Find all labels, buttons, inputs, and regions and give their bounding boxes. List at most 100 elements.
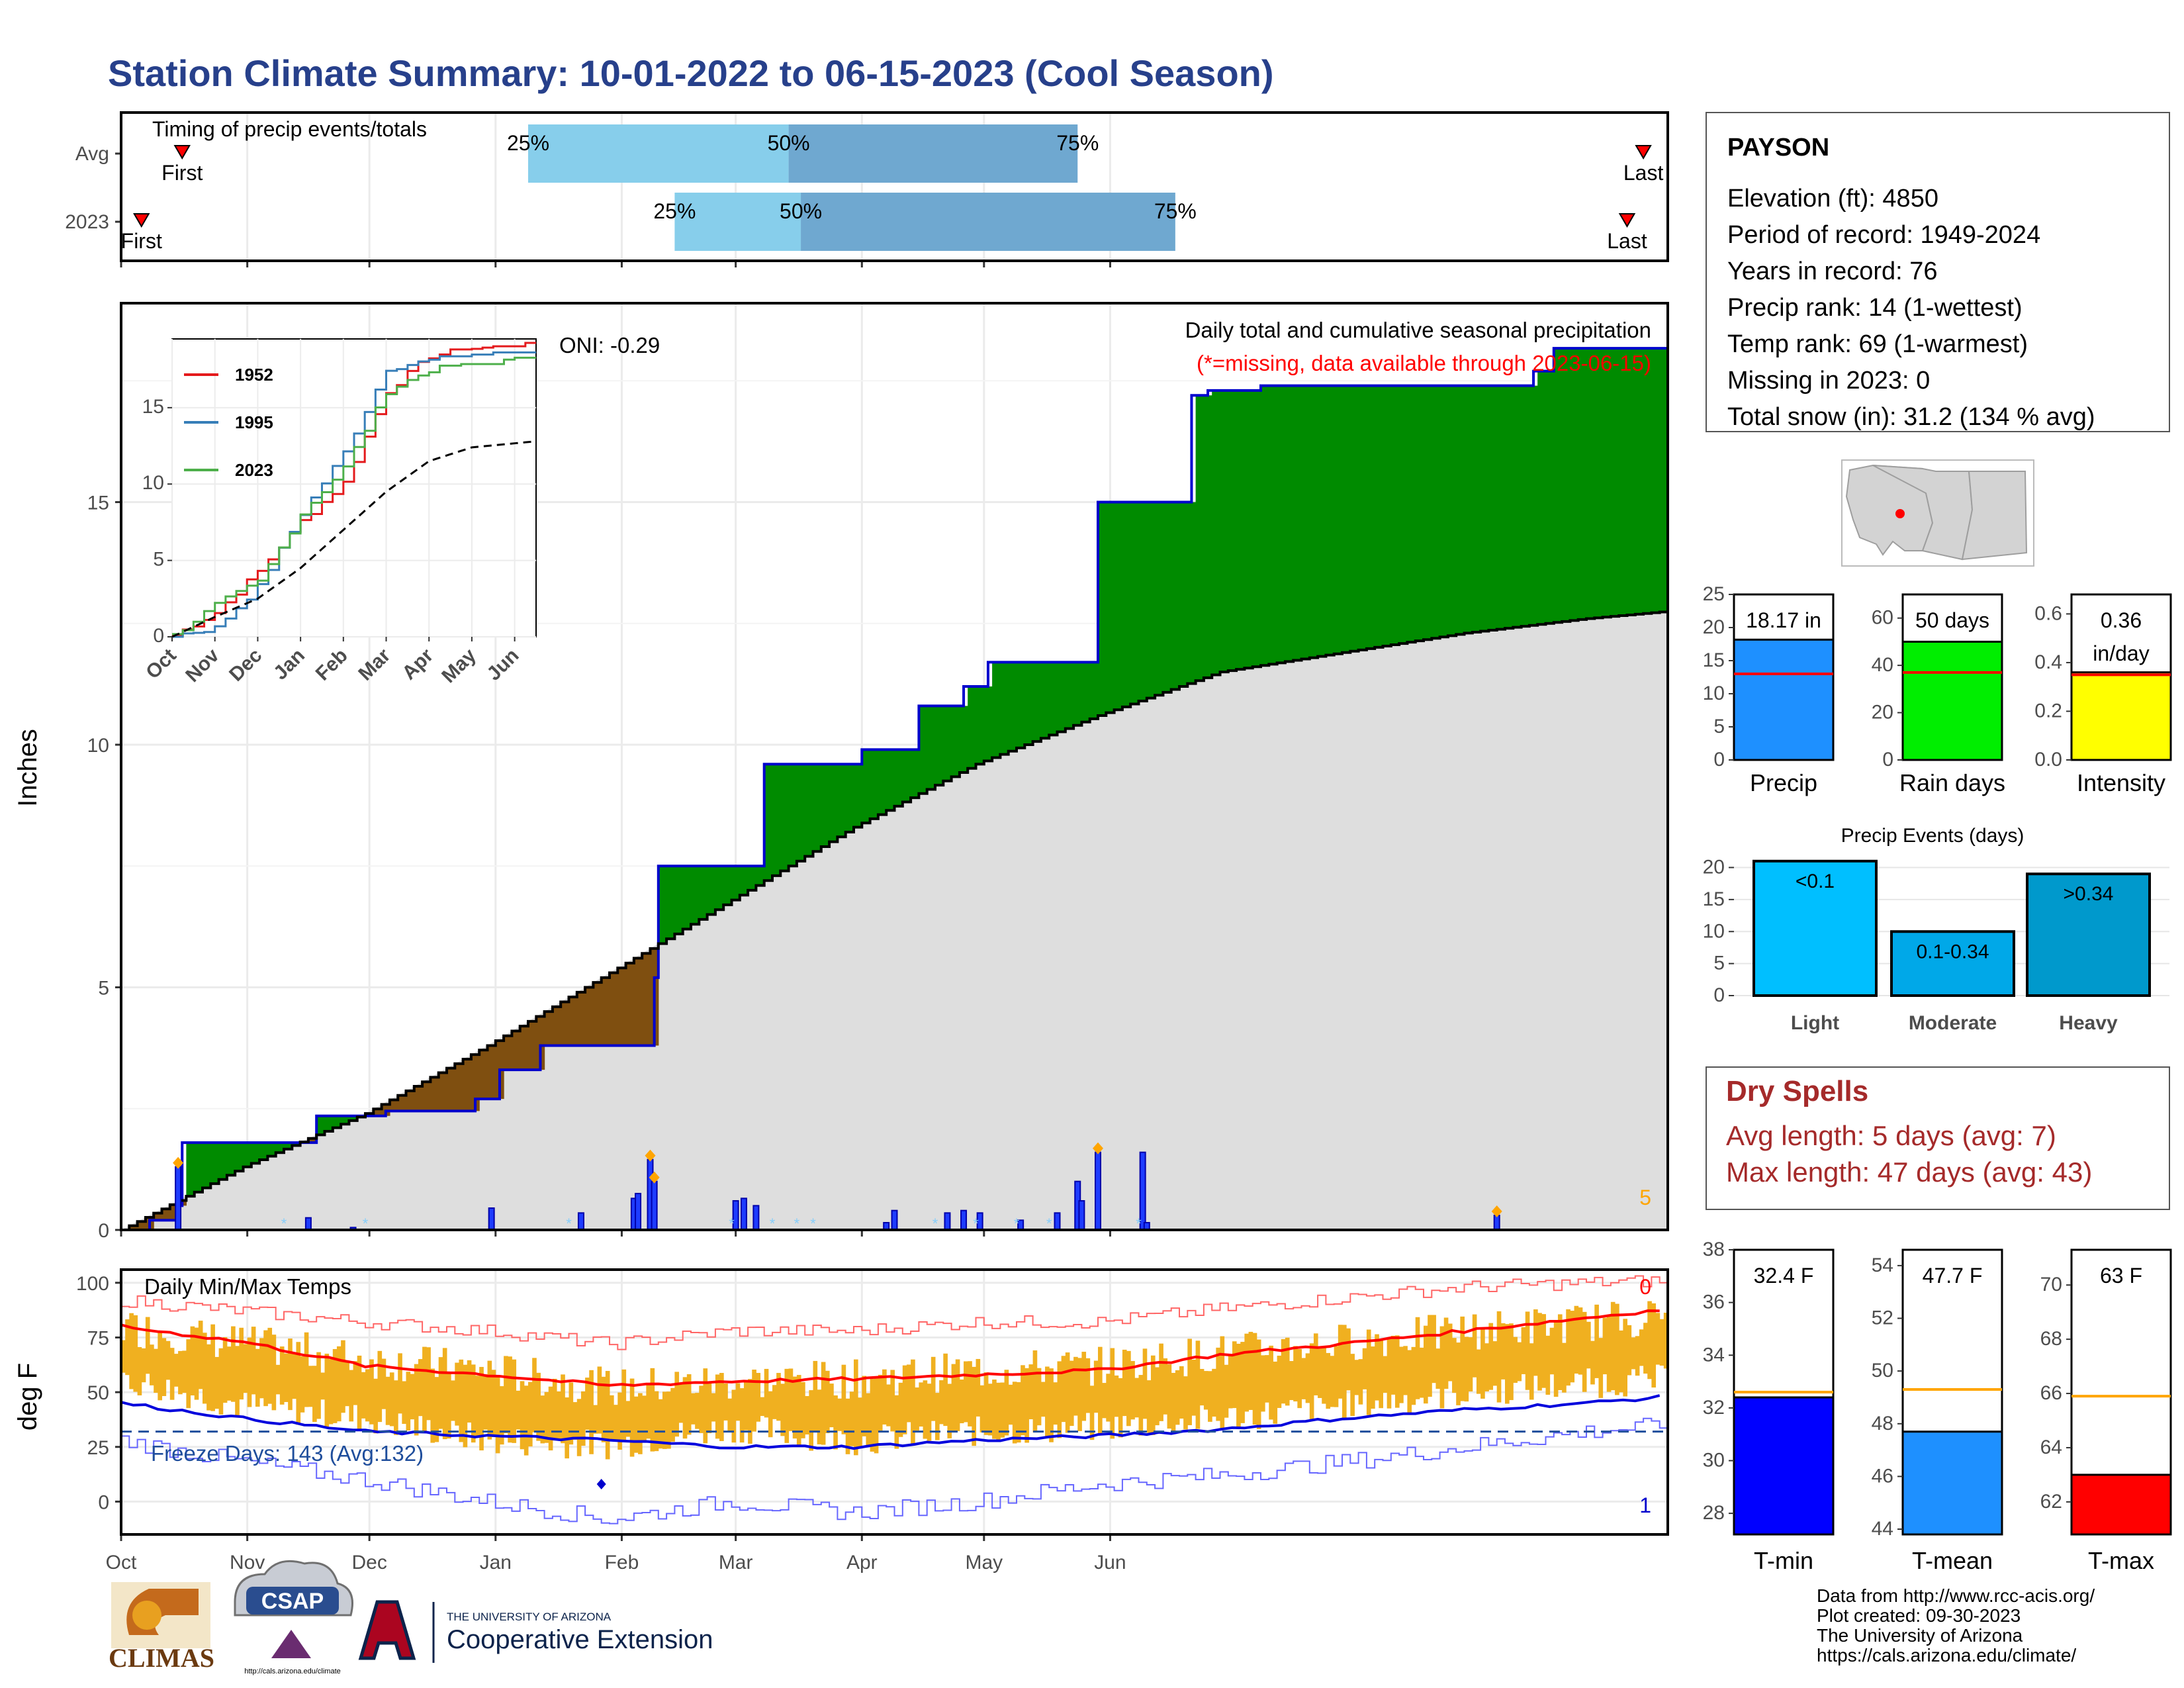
- daily-temp-bar: [772, 1385, 777, 1419]
- temp-y-tick-label: 100: [76, 1273, 109, 1295]
- daily-temp-bar: [580, 1391, 586, 1446]
- daily-temp-bar: [520, 1381, 525, 1450]
- station-info-line: Elevation (ft): 4850: [1727, 185, 1938, 212]
- daily-temp-bar: [585, 1378, 590, 1430]
- daily-temp-bar: [467, 1360, 472, 1423]
- station-info-box: PAYSON Elevation (ft): 4850 Period of rec…: [1706, 112, 2170, 432]
- last-event-label: Last: [1607, 229, 1647, 253]
- daily-temp-bar: [504, 1356, 508, 1433]
- daily-temp-bar: [190, 1326, 195, 1396]
- daily-temp-bar: [784, 1368, 790, 1443]
- daily-temp-bar: [707, 1382, 712, 1434]
- daily-temp-bar: [1387, 1338, 1392, 1409]
- snow-marker: [649, 1171, 660, 1184]
- csap-badge: [246, 1587, 339, 1615]
- daily-temp-bar: [210, 1324, 215, 1411]
- inset-legend-label: 1952: [235, 365, 273, 385]
- daily-temp-bar: [752, 1370, 756, 1432]
- daily-temp-bar: [1513, 1336, 1518, 1383]
- daily-temp-bar: [1122, 1349, 1127, 1417]
- temp-summary-tick-label: 46: [1872, 1465, 1893, 1487]
- daily-temp-bar: [357, 1355, 362, 1430]
- daily-temp-bar: [1415, 1317, 1420, 1399]
- daily-temp-bar: [1663, 1313, 1668, 1369]
- precip-heading: Daily total and cumulative seasonal prec…: [1185, 318, 1651, 342]
- missing-note: (*=missing, data available through 2023-…: [1197, 351, 1651, 375]
- daily-temp-bar: [129, 1313, 134, 1389]
- daily-temp-bar: [711, 1393, 716, 1422]
- daily-temp-bar: [1285, 1337, 1290, 1406]
- daily-temp-bar: [1435, 1348, 1441, 1389]
- temp-summary-label: T-min: [1754, 1547, 1813, 1574]
- temp-summary-value: 63 F: [2100, 1264, 2142, 1288]
- daily-temp-bar: [320, 1372, 325, 1400]
- daily-temp-bar: [821, 1362, 826, 1445]
- daily-temp-bar: [1358, 1359, 1363, 1405]
- events-bar-inner-label: <0.1: [1796, 870, 1835, 892]
- daily-temp-bar: [336, 1346, 341, 1422]
- month-axis-label: Mar: [719, 1552, 753, 1573]
- above-avg-area: [121, 348, 1668, 1231]
- events-y-tick-label: 10: [1703, 920, 1725, 942]
- daily-temp-bar: [727, 1398, 732, 1431]
- daily-temp-bar: [1606, 1315, 1612, 1392]
- daily-temp-bar: [935, 1393, 940, 1440]
- temp-summary-fill: [1901, 1430, 2003, 1536]
- daily-temp-bar: [886, 1384, 891, 1427]
- daily-temp-bar: [508, 1356, 512, 1443]
- daily-temp-bar: [1256, 1339, 1261, 1429]
- daily-temp-bar: [959, 1380, 964, 1424]
- daily-temp-bar: [633, 1396, 639, 1453]
- summary-bar-value: 50 days: [1915, 608, 1989, 632]
- temp-summary-tick-label: 28: [1703, 1502, 1725, 1524]
- temp-summary-tick-label: 36: [1703, 1291, 1725, 1313]
- avg-cumulative-area: [121, 611, 1668, 1230]
- daily-temp-bar: [1297, 1348, 1302, 1409]
- daily-temp-bar: [979, 1385, 985, 1432]
- cumulative-precip-line: [121, 347, 1668, 1231]
- daily-temp-bar: [1305, 1353, 1310, 1403]
- daily-temp-bar: [686, 1374, 692, 1435]
- dry-spells-frame: [1706, 1066, 2170, 1210]
- timing-bar-q50-q75: [788, 124, 1078, 183]
- daily-precip-bar: [1054, 1212, 1061, 1231]
- daily-temp-bar: [646, 1384, 651, 1439]
- month-axis-label: Dec: [351, 1552, 387, 1573]
- timing-q50-label: 50%: [780, 199, 822, 223]
- daily-temp-bar: [369, 1359, 374, 1425]
- snow-day-glyph: *: [1046, 1215, 1052, 1232]
- daily-temp-bar: [756, 1372, 761, 1422]
- daily-temp-bar: [1293, 1346, 1298, 1402]
- events-bar-inner-label: 0.1-0.34: [1916, 941, 1989, 962]
- daily-temp-bar: [1375, 1334, 1379, 1401]
- summary-bar-tick-label: 20: [1872, 702, 1893, 724]
- timing-bar-q50-q75: [801, 193, 1175, 251]
- daily-temp-bar: [629, 1378, 635, 1457]
- daily-temp-bar: [1598, 1338, 1604, 1398]
- daily-temp-bar: [699, 1385, 704, 1433]
- daily-temp-bar: [1411, 1346, 1416, 1405]
- daily-temp-bar: [1521, 1327, 1526, 1374]
- daily-temp-bar: [381, 1358, 387, 1409]
- daily-temp-bar: [516, 1390, 521, 1430]
- daily-temp-bar: [1163, 1358, 1168, 1415]
- daily-temp-bar: [625, 1401, 631, 1437]
- daily-temp-bar: [1024, 1368, 1029, 1443]
- events-bar-label: Light: [1791, 1012, 1839, 1034]
- last-event-label: Last: [1623, 161, 1664, 185]
- snow-day-glyph: *: [1014, 1215, 1020, 1232]
- daily-temp-bar: [194, 1327, 199, 1400]
- daily-temp-bar: [955, 1359, 960, 1431]
- daily-temp-bar: [621, 1369, 627, 1440]
- daily-temp-bar: [642, 1395, 647, 1440]
- daily-temp-bar: [849, 1391, 854, 1446]
- dry-spells-title: Dry Spells: [1726, 1075, 1868, 1107]
- daily-temp-bar: [1509, 1323, 1514, 1401]
- record-high-line: [121, 1275, 1668, 1350]
- daily-temp-bar: [263, 1330, 268, 1407]
- inset-y-tick-label: 0: [153, 625, 164, 647]
- summary-bar-tick-label: 20: [1703, 616, 1725, 638]
- snow-day-glyph: *: [729, 1215, 735, 1232]
- credit-line: Plot created: 09-30-2023: [1817, 1605, 2021, 1626]
